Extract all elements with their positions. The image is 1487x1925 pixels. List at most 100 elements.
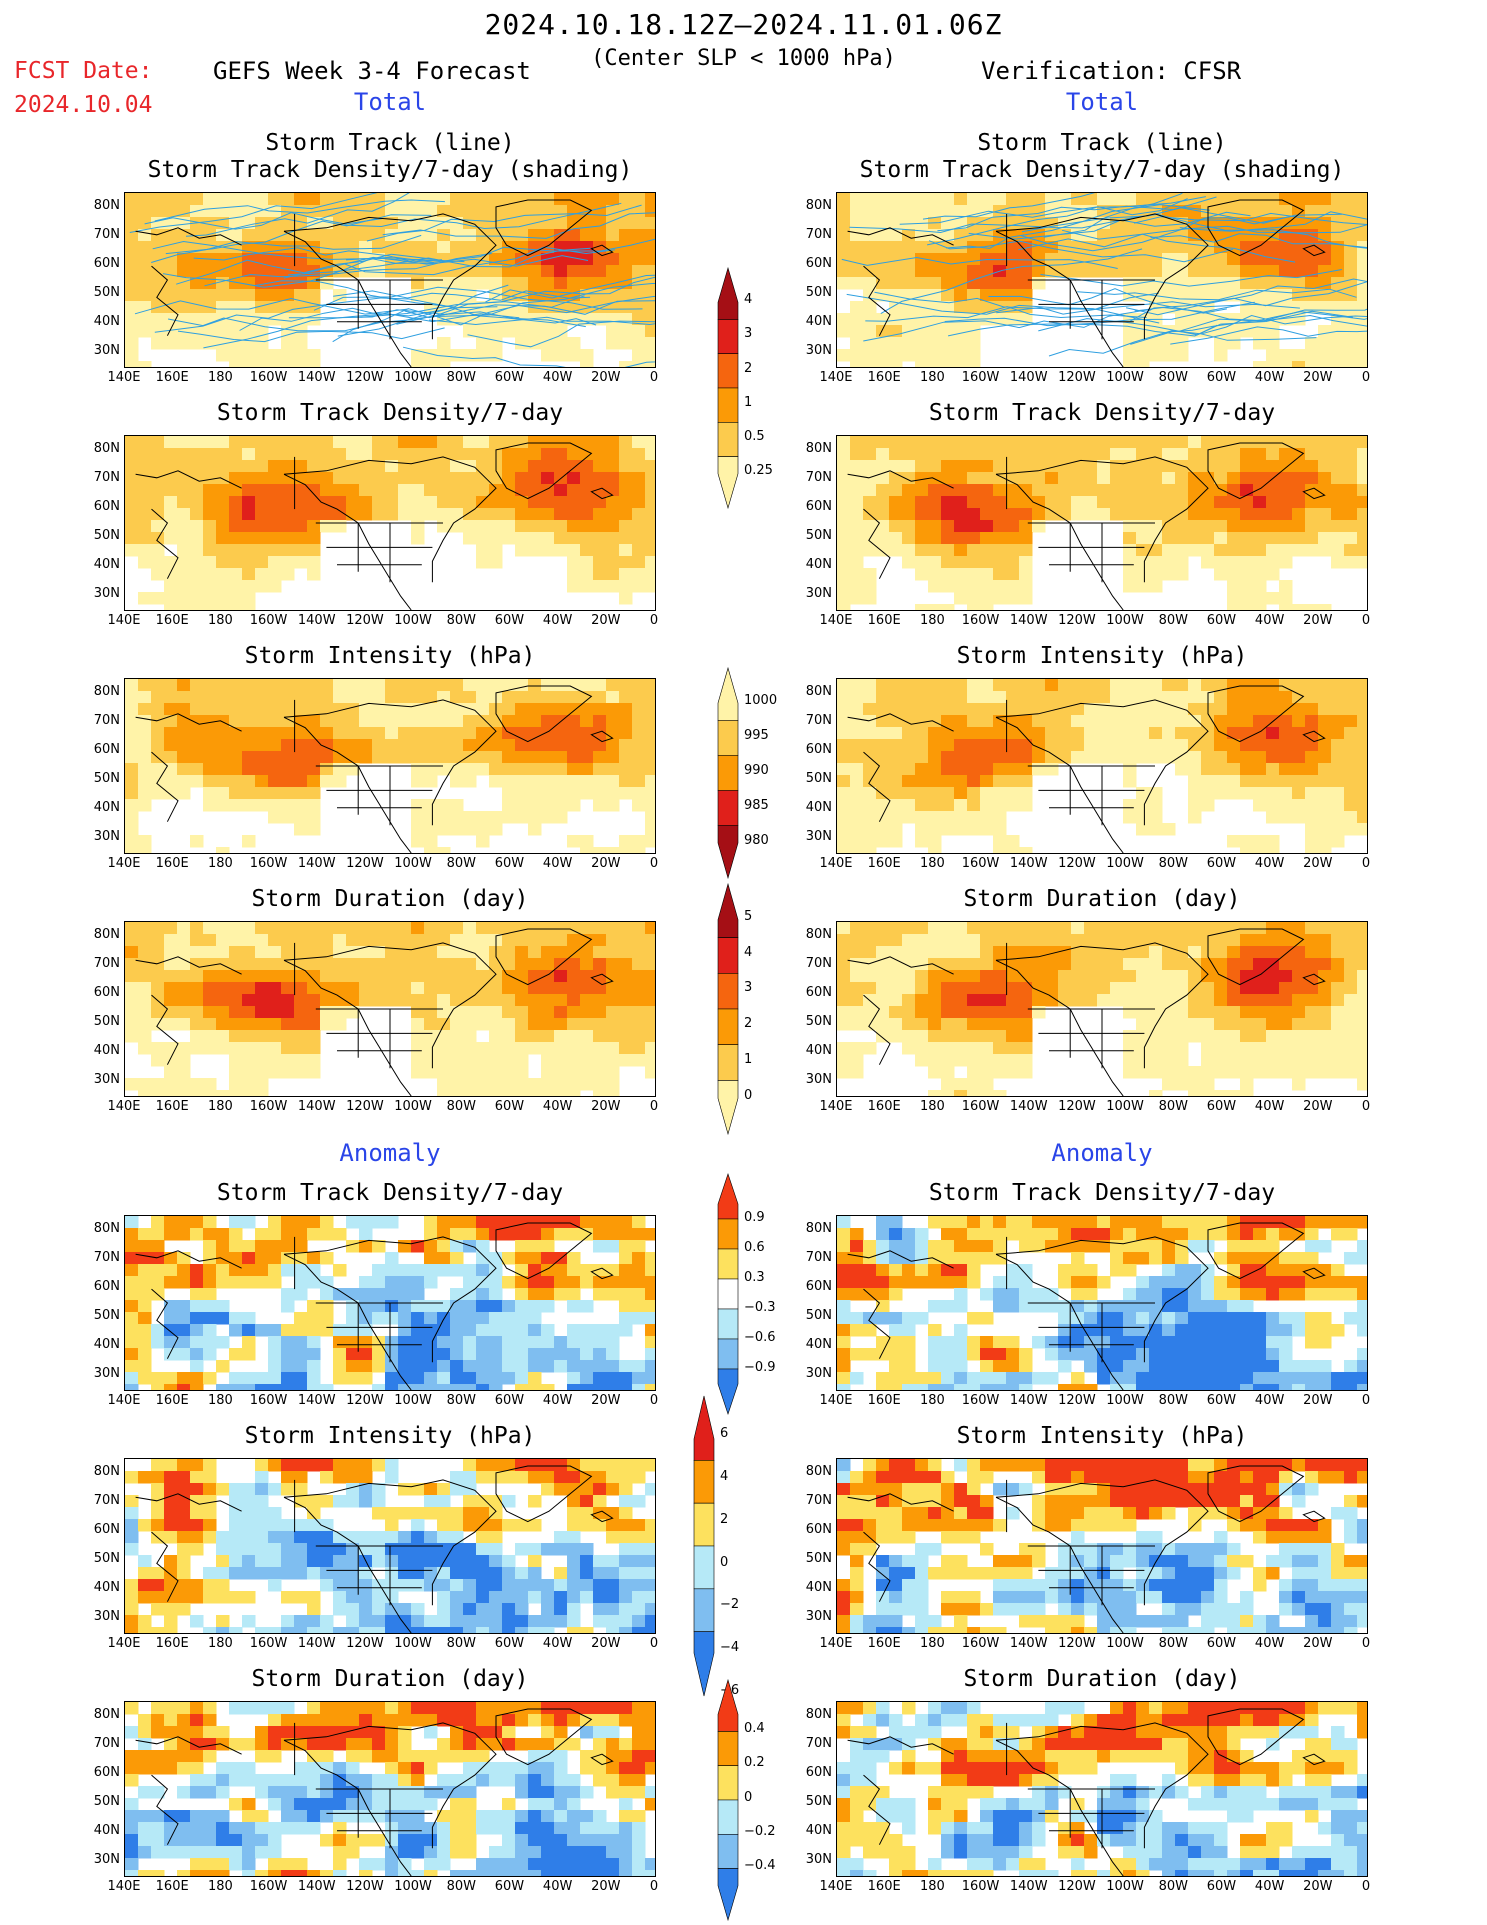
map-r3-right-lon-label: 100W [1106,856,1144,871]
map-a1-right-lon-label: 120W [1058,1393,1096,1408]
colorbar-intensity-anomaly-label: 4 [720,1468,729,1484]
map-a3-left-lon-label: 40W [542,1879,573,1894]
map-r3-right-lat-label: 30N [805,829,832,844]
map-r2-left-lon-label: 60W [494,613,525,628]
map-r4-left-lon-label: 160W [249,1099,288,1114]
colorbar-density-label: 0.25 [744,463,773,479]
map-r2-left-lon-label: 160W [249,613,288,628]
colorbar-density-anomaly-label: 0.3 [744,1270,765,1285]
map-a2-left-lon-label: 100W [394,1636,432,1651]
map-r3-right-lon-label: 0 [1361,856,1371,871]
map-r4-left-lon-label: 40W [542,1099,573,1114]
map-r3-right-lon-label: 80W [1158,856,1188,871]
map-r2-left-lat-label: 80N [93,441,120,456]
map-r2-right-lon-label: 120W [1058,613,1096,628]
map-r1-right-lon-label: 140W [1009,370,1048,385]
map-r2-left-lon-label: 140W [297,613,336,628]
map-a1-left-svg [125,1216,655,1390]
map-r3-left-lat-label: 40N [93,800,120,815]
map-a2-right-lon-label: 20W [1303,1636,1333,1651]
map-a2-right-lat-label: 40N [805,1580,832,1595]
map-r4-right-lat-label: 40N [805,1043,832,1058]
map-r4-right-lon-label: 0 [1361,1099,1371,1114]
map-a2-right-lon-label: 140E [819,1636,853,1651]
map-a3-left-lat-label: 40N [93,1823,120,1838]
map-r4-left-lon-label: 100W [394,1099,432,1114]
map-a3-left-lon-label: 140W [297,1879,336,1894]
map-r3-right-lon-label: 180 [919,856,945,871]
map-r1-left-lat-label: 60N [93,256,120,271]
panel-title-r1-right-line2: Storm Track Density/7-day (shading) [859,157,1345,183]
map-r2-right-lon-label: 180 [919,613,945,628]
panel-title-a1-left: Storm Track Density/7-day [216,1180,564,1206]
panel-title-r1-left-line1: Storm Track (line) [265,130,515,156]
colorbar-intensity-anomaly-label: 2 [720,1511,729,1527]
map-a2-right-lon-label: 40W [1254,1636,1285,1651]
colorbar-duration-anomaly-label: −0.4 [744,1858,776,1874]
main-title: 2024.10.18.12Z–2024.11.01.06Z [484,8,1003,41]
map-r2-left-lat-label: 60N [93,499,120,514]
map-a1-left-lon-label: 0 [649,1393,659,1408]
map-a3-right-lon-label: 60W [1206,1879,1237,1894]
colorbar-intensity-label: 1000 [744,692,778,708]
map-r3-right-lat-label: 80N [805,684,832,699]
map-a2-left-lon-label: 80W [446,1636,476,1651]
map-r4-left-lat-label: 40N [93,1043,120,1058]
map-a3-right [836,1701,1368,1877]
map-a3-right-lon-label: 20W [1303,1879,1333,1894]
map-a1-right-lon-label: 20W [1303,1393,1333,1408]
colorbar-intensity-label: 990 [744,762,769,778]
colorbar-duration-label: 1 [744,1051,753,1067]
map-r2-left-lon-label: 0 [649,613,659,628]
map-r2-right-lon-label: 40W [1254,613,1285,628]
map-r2-right-lon-label: 80W [1158,613,1188,628]
map-r1-right-lat-label: 30N [805,343,832,358]
map-a1-left-lon-label: 140E [107,1393,141,1408]
colorbar-duration-anomaly-label: 0.2 [744,1755,765,1771]
map-r1-left-lon-label: 180 [207,370,233,385]
map-a3-right-lon-label: 40W [1254,1879,1285,1894]
map-a1-right-lon-label: 100W [1106,1393,1144,1408]
map-a1-right-lon-label: 180 [919,1393,945,1408]
map-r4-left [124,921,656,1097]
map-a1-left-lat-label: 30N [93,1366,120,1381]
map-a2-left-lon-label: 60W [494,1636,525,1651]
colorbar-intensity-anomaly-label: 6 [720,1426,729,1441]
map-a3-right-svg [837,1702,1367,1876]
panel-title-r3-left: Storm Intensity (hPa) [244,643,536,669]
map-r2-left-lat-label: 70N [93,470,120,485]
map-a3-right-lon-label: 140E [819,1879,853,1894]
map-a3-left-lon-label: 0 [649,1879,659,1894]
colorbar-duration-label: 3 [744,980,753,996]
map-a3-right-lon-label: 180 [919,1879,945,1894]
map-a1-right-lon-label: 160W [961,1393,1000,1408]
map-r4-left-lat-label: 70N [93,956,120,971]
map-a3-left-lon-label: 80W [446,1879,476,1894]
colorbar-density-label: 4 [744,292,753,307]
map-a2-right-lon-label: 100W [1106,1636,1144,1651]
map-a1-right-lon-label: 0 [1361,1393,1371,1408]
map-r4-left-lon-label: 20W [591,1099,621,1114]
map-r1-right-lon-label: 180 [919,370,945,385]
map-r3-right-lon-label: 60W [1206,856,1237,871]
map-r3-right-lon-label: 20W [1303,856,1333,871]
map-r4-left-lon-label: 120W [346,1099,384,1114]
map-a2-right-lon-label: 180 [919,1636,945,1651]
map-a2-left [124,1458,656,1634]
map-a1-right-lon-label: 60W [1206,1393,1237,1408]
colorbar-density-anomaly [717,1173,739,1415]
map-r2-right-lon-label: 160E [867,613,901,628]
map-r4-right-lat-label: 50N [805,1014,832,1029]
map-r3-right-lat-label: 40N [805,800,832,815]
colorbar-intensity-label: 995 [744,727,769,743]
map-r3-left-lon-label: 160W [249,856,288,871]
map-a2-right-lat-label: 60N [805,1522,832,1537]
map-r4-left-lat-label: 60N [93,985,120,1000]
map-r3-left-svg [125,679,655,853]
map-a1-left-lon-label: 160W [249,1393,288,1408]
map-r2-right-lat-label: 60N [805,499,832,514]
map-r3-right [836,678,1368,854]
map-a2-left-lon-label: 120W [346,1636,384,1651]
map-a1-right-lon-label: 40W [1254,1393,1285,1408]
map-a2-left-svg [125,1459,655,1633]
